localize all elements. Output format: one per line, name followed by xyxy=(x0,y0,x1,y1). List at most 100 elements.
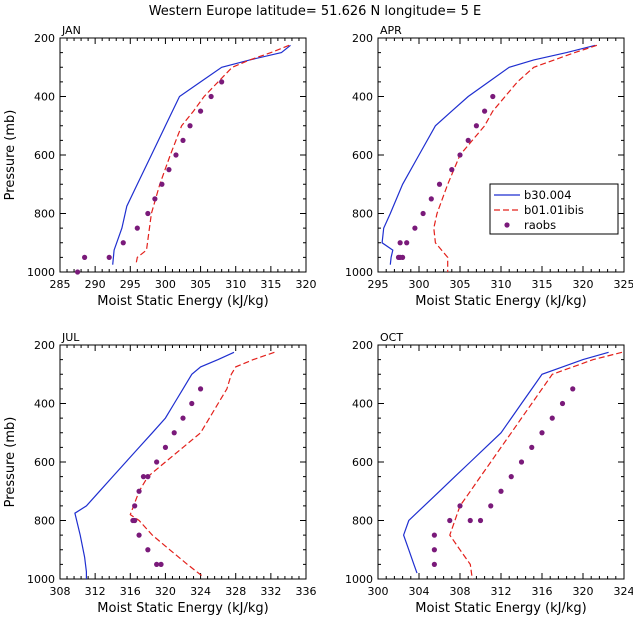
panel-label: JAN xyxy=(61,24,81,37)
x-axis-label: Moist Static Energy (kJ/kg) xyxy=(97,601,268,616)
raobs-point xyxy=(132,517,138,524)
figure-title: Western Europe latitude= 51.626 N longit… xyxy=(149,4,482,19)
x-tick-label: 310 xyxy=(491,278,512,291)
y-tick-label: 800 xyxy=(34,515,55,528)
legend-label: b01.01ibis xyxy=(524,203,584,217)
x-tick-label: 316 xyxy=(120,585,141,598)
raobs-point xyxy=(189,400,195,407)
series-line-b01-01ibis xyxy=(433,44,598,272)
raobs-point xyxy=(166,167,172,173)
raobs-point xyxy=(162,444,169,450)
series-line-b01-01ibis xyxy=(129,351,275,577)
raobs-point xyxy=(397,240,403,246)
raobs-point xyxy=(187,123,193,129)
panel-label: APR xyxy=(380,24,402,37)
raobs-point xyxy=(431,561,437,567)
raobs-point xyxy=(180,415,186,421)
series-line-b01-01ibis xyxy=(135,44,290,265)
legend-marker xyxy=(504,222,510,228)
y-tick-label: 600 xyxy=(352,456,373,469)
x-axis-label: Moist Static Energy (kJ/kg) xyxy=(415,601,586,616)
x-tick-label: 315 xyxy=(532,278,553,291)
x-tick-label: 320 xyxy=(296,278,317,291)
x-tick-label: 324 xyxy=(614,585,633,598)
y-tick-label: 400 xyxy=(352,398,373,411)
raobs-point xyxy=(559,400,566,407)
x-tick-label: 308 xyxy=(450,585,471,598)
panel-apr: APR 295 300 305 310 315 320 325 200 400 600 800 1000… xyxy=(345,24,633,309)
x-tick-label: 312 xyxy=(491,585,512,598)
y-tick-label: 200 xyxy=(352,32,373,45)
plot-frame xyxy=(59,37,307,273)
y-tick-label: 1000 xyxy=(27,573,55,586)
raobs-point xyxy=(412,225,418,231)
x-tick-label: 285 xyxy=(50,278,71,291)
y-tick-label: 400 xyxy=(352,91,373,104)
y-tick-label: 1000 xyxy=(345,266,373,279)
raobs-point xyxy=(404,240,410,246)
raobs-point xyxy=(431,532,437,538)
x-tick-label: 320 xyxy=(573,278,594,291)
raobs-point xyxy=(428,196,434,202)
x-tick-label: 300 xyxy=(155,278,176,291)
y-tick-label: 200 xyxy=(34,32,55,45)
x-tick-label: 316 xyxy=(532,585,553,598)
series-line-b30-004 xyxy=(74,351,235,579)
raobs-point xyxy=(490,93,496,100)
x-tick-label: 325 xyxy=(614,278,633,291)
raobs-point xyxy=(570,386,576,392)
raobs-point xyxy=(132,503,138,509)
y-tick-label: 800 xyxy=(34,208,55,221)
x-tick-label: 332 xyxy=(260,585,281,598)
raobs-point xyxy=(508,474,514,480)
y-axis-label: Pressure (mb) xyxy=(3,110,18,201)
raobs-point xyxy=(477,517,484,524)
x-tick-label: 312 xyxy=(85,585,106,598)
series-line-b01-01ibis xyxy=(449,351,623,580)
raobs-point xyxy=(82,254,88,260)
raobs-point xyxy=(457,503,463,509)
raobs-point xyxy=(145,474,151,480)
raobs-point xyxy=(482,108,488,114)
x-tick-label: 310 xyxy=(225,278,246,291)
panel-label: JUL xyxy=(61,331,80,344)
y-tick-label: 400 xyxy=(34,91,55,104)
y-tick-label: 600 xyxy=(352,149,373,162)
x-tick-label: 336 xyxy=(296,585,317,598)
series-line-b30-004 xyxy=(112,44,291,265)
legend-label: raobs xyxy=(524,218,556,232)
panel-oct: OCT 300 304 308 312 316 320 324 200 400 600 800 1000… xyxy=(345,331,633,616)
panel-label: OCT xyxy=(380,331,403,344)
y-tick-label: 600 xyxy=(34,456,55,469)
x-tick-label: 324 xyxy=(190,585,211,598)
x-axis-label: Moist Static Energy (kJ/kg) xyxy=(97,294,268,309)
x-tick-label: 300 xyxy=(409,278,430,291)
raobs-point xyxy=(152,196,158,202)
raobs-point xyxy=(488,503,494,509)
raobs-point xyxy=(180,137,186,143)
raobs-point xyxy=(154,561,160,567)
x-tick-label: 300 xyxy=(368,585,389,598)
y-tick-label: 200 xyxy=(34,339,55,352)
y-tick-label: 800 xyxy=(352,208,373,221)
y-tick-label: 800 xyxy=(352,515,373,528)
y-tick-label: 400 xyxy=(34,398,55,411)
raobs-point xyxy=(154,459,160,465)
raobs-point xyxy=(395,254,402,260)
raobs-point xyxy=(473,123,479,129)
x-tick-label: 320 xyxy=(573,585,594,598)
raobs-point xyxy=(145,547,151,553)
panel-jul: JUL 308 312 316 320 324 328 332 336 200 400 600 800 1… xyxy=(3,331,317,616)
series-line-b30-004 xyxy=(402,351,609,574)
raobs-point xyxy=(136,532,142,538)
raobs-point xyxy=(134,225,140,231)
panels: JAN 285 290 295 300 305 310 315 320 200 400 600 800 1… xyxy=(3,24,633,616)
raobs-point xyxy=(539,430,545,436)
x-tick-label: 305 xyxy=(450,278,471,291)
plot-frame xyxy=(59,344,307,580)
raobs-point xyxy=(518,459,525,465)
series-line-b30-004 xyxy=(381,44,596,265)
x-tick-label: 315 xyxy=(260,278,281,291)
